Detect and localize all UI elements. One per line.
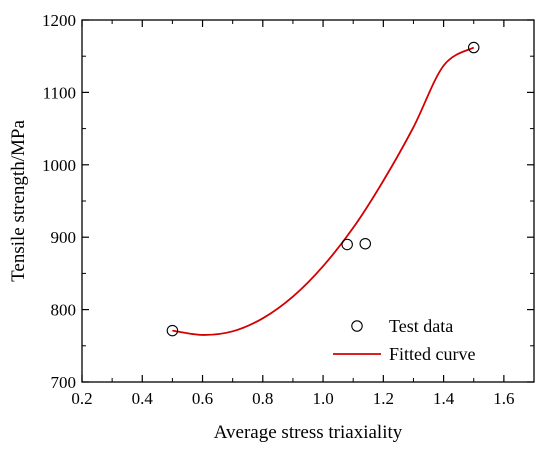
x-tick-label: 0.6: [192, 389, 213, 408]
y-axis-ticks: 700 800 900 1000 1100 1200: [42, 11, 534, 392]
fitted-curve-layer: [172, 46, 475, 336]
x-tick-label: 1.6: [493, 389, 514, 408]
x-tick-label: 1.4: [433, 389, 455, 408]
y-tick-label: 800: [51, 301, 77, 320]
fitted-curve-line: [172, 46, 475, 336]
legend-label-fitted-curve: Fitted curve: [389, 344, 475, 364]
legend-marker-test-data: [351, 320, 363, 332]
test-data-point: [341, 238, 353, 251]
y-tick-label: 700: [51, 373, 77, 392]
x-axis-title: Average stress triaxiality: [214, 422, 403, 443]
test-data-point: [467, 41, 480, 54]
test-data-layer: [166, 41, 480, 337]
x-tick-label: 1.2: [373, 389, 394, 408]
x-tick-label: 0.2: [71, 389, 92, 408]
test-data-point: [166, 324, 179, 337]
x-tick-label: 0.8: [252, 389, 273, 408]
y-tick-label: 1200: [42, 11, 76, 30]
plot-frame: [81, 19, 535, 383]
legend: Test data Fitted curve: [333, 316, 475, 364]
test-data-point: [359, 237, 372, 250]
x-axis-ticks: 0.2 0.4 0.6 0.8 1.0 1.2 1.4 1.6: [71, 20, 514, 408]
y-tick-label: 1100: [43, 83, 76, 102]
x-tick-label: 0.4: [132, 389, 154, 408]
y-axis-title: Tensile strength/MPa: [8, 120, 29, 282]
y-tick-label: 1000: [42, 156, 76, 175]
x-tick-label: 1.0: [312, 389, 333, 408]
legend-label-test-data: Test data: [389, 316, 453, 336]
y-tick-label: 900: [51, 228, 77, 247]
